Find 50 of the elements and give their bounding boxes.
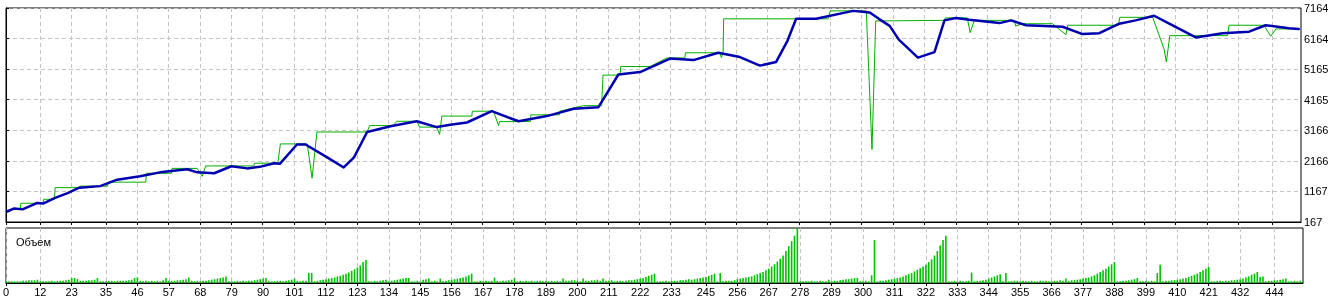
x-tick-label: 300	[853, 285, 873, 298]
x-tick-label: 421	[1199, 285, 1218, 298]
x-tick-label: 256	[728, 285, 747, 298]
x-tick-label: 333	[948, 285, 967, 298]
x-tick-label: 355	[1010, 285, 1030, 298]
y-tick-label: 4165	[1304, 93, 1329, 106]
x-tick-label: 156	[442, 285, 461, 298]
x-tick-label: 432	[1230, 285, 1250, 298]
x-tick-label: 200	[568, 285, 587, 298]
x-tick-label: 23	[65, 285, 78, 298]
x-tick-label: 101	[285, 285, 304, 298]
x-tick-label: 267	[759, 285, 778, 298]
x-tick-label: 322	[916, 285, 936, 298]
x-tick-label: 178	[505, 285, 524, 298]
x-tick-label: 0	[2, 285, 10, 298]
x-tick-label: 289	[822, 285, 841, 298]
y-tick-label: 2166	[1304, 154, 1329, 167]
x-tick-label: 145	[411, 285, 430, 298]
y-tick-label: 7164	[1304, 2, 1329, 14]
y-tick-label: 5165	[1304, 63, 1329, 76]
x-tick-label: 377	[1073, 285, 1093, 298]
y-tick-label: 1167	[1304, 185, 1328, 198]
x-tick-label: 410	[1168, 285, 1187, 298]
y-tick-label: 6164	[1304, 32, 1329, 45]
x-tick-label: 167	[473, 285, 493, 298]
x-tick-label: 245	[696, 285, 716, 298]
x-tick-label: 211	[600, 285, 618, 298]
x-tick-label: 112	[317, 285, 335, 298]
y-tick-label: 3166	[1304, 124, 1329, 137]
x-tick-label: 46	[131, 285, 144, 298]
x-tick-label: 57	[162, 285, 175, 298]
text: Объем	[16, 235, 52, 248]
x-tick-label: 278	[791, 285, 810, 298]
x-tick-label: 35	[99, 285, 113, 298]
x-tick-label: 189	[536, 285, 556, 298]
x-tick-label: 79	[225, 285, 238, 298]
x-tick-label: 311	[885, 285, 904, 298]
x-tick-label: 68	[194, 285, 207, 298]
x-tick-label: 388	[1105, 285, 1124, 298]
x-tick-label: 123	[348, 285, 367, 298]
x-tick-label: 90	[256, 285, 270, 298]
x-tick-label: 399	[1136, 285, 1156, 298]
x-tick-label: 344	[979, 285, 998, 298]
x-tick-label: 444	[1265, 285, 1284, 298]
x-tick-label: 12	[34, 285, 47, 298]
x-tick-label: 134	[379, 285, 398, 298]
x-tick-label: 366	[1042, 285, 1061, 298]
x-tick-label: 222	[631, 285, 650, 298]
x-tick-label: 233	[662, 285, 681, 298]
y-tick-label: 167	[1304, 216, 1323, 228]
